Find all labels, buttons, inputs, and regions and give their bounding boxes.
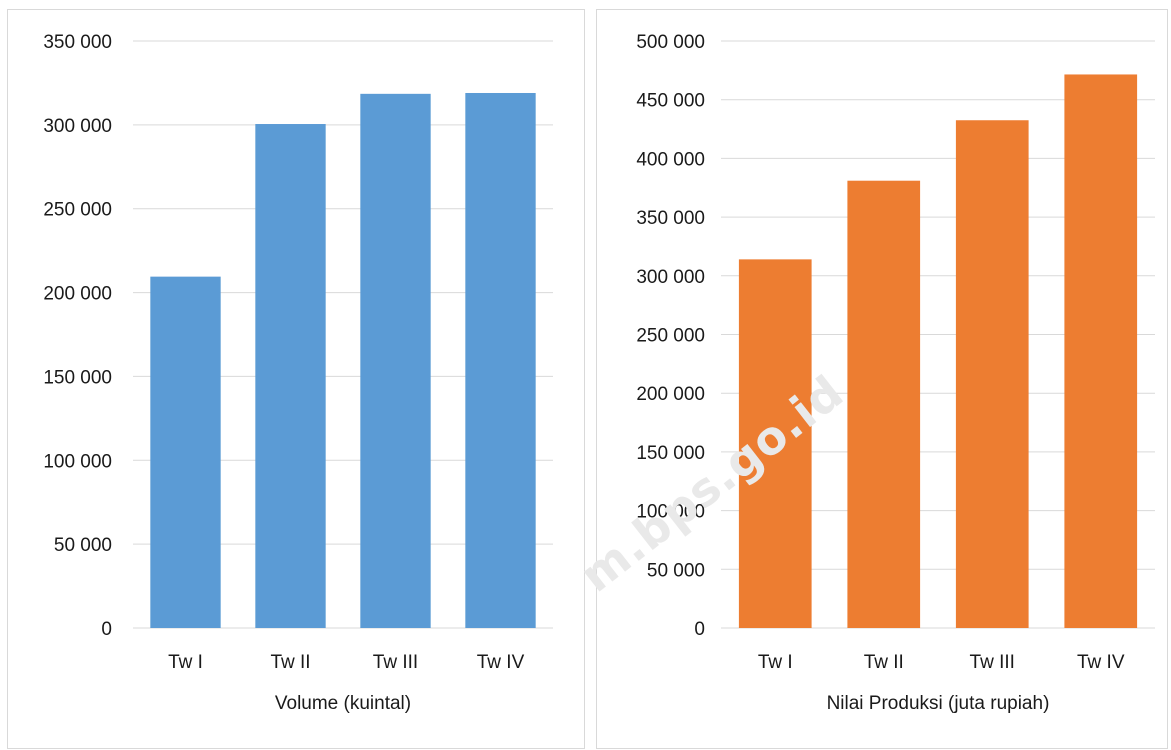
value-bar-chart: 0 50 000 100 000 150 000 200 000 250 000 300 0… <box>636 32 1155 714</box>
bar <box>465 92 536 628</box>
bar <box>1064 74 1138 629</box>
x-tick-label: Tw I <box>168 652 203 673</box>
y-tick-label: 150 000 <box>43 367 112 388</box>
y-tick-label: 400 000 <box>636 149 705 170</box>
y-tick-label: 0 <box>101 619 112 640</box>
bar <box>847 180 921 628</box>
value-chart-panel: 0 50 000 100 000 150 000 200 000 250 000 300 0… <box>596 9 1168 749</box>
y-tick-label: 50 000 <box>54 535 112 556</box>
volume-chart-panel: 0 50 000 100 000 150 000 200 000 250 000 300 0… <box>7 9 585 749</box>
bar <box>150 276 221 628</box>
y-tick-label: 0 <box>694 619 705 640</box>
y-tick-label: 200 000 <box>43 284 112 305</box>
bar <box>255 124 326 629</box>
volume-bar-chart: 0 50 000 100 000 150 000 200 000 250 000 300 0… <box>43 32 553 714</box>
y-tick-label: 350 000 <box>636 208 705 229</box>
bar <box>955 120 1029 629</box>
y-tick-label: 350 000 <box>43 32 112 53</box>
x-tick-label: Tw I <box>758 652 793 673</box>
y-tick-label: 150 000 <box>636 443 705 464</box>
y-tick-label: 300 000 <box>43 116 112 137</box>
x-tick-label: Tw III <box>970 652 1015 673</box>
x-tick-label: Tw IV <box>1077 652 1125 673</box>
x-tick-label: Tw II <box>270 652 310 673</box>
y-tick-label: 100 000 <box>636 502 705 523</box>
x-axis-title: Volume (kuintal) <box>275 693 411 714</box>
y-tick-label: 300 000 <box>636 267 705 288</box>
y-tick-label: 250 000 <box>43 200 112 221</box>
x-tick-label: Tw IV <box>477 652 525 673</box>
x-tick-label: Tw II <box>864 652 904 673</box>
x-axis-title: Nilai Produksi (juta rupiah) <box>827 693 1050 714</box>
y-tick-label: 100 000 <box>43 451 112 472</box>
y-tick-label: 500 000 <box>636 32 705 53</box>
y-tick-label: 450 000 <box>636 91 705 112</box>
y-tick-label: 50 000 <box>647 560 705 581</box>
bar <box>738 259 812 628</box>
x-tick-label: Tw III <box>373 652 418 673</box>
y-tick-label: 250 000 <box>636 326 705 347</box>
y-tick-label: 200 000 <box>636 384 705 405</box>
bar <box>360 93 431 628</box>
